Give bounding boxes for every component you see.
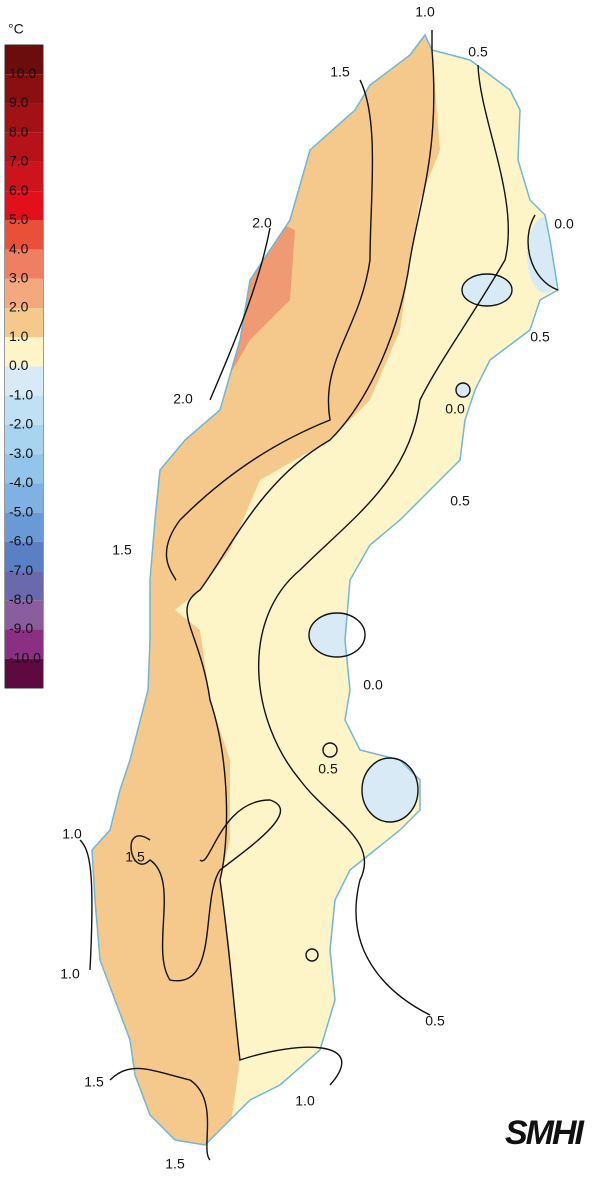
legend-swatch [5,191,43,221]
legend-label: -6.0 [9,533,33,549]
contour-label: 0.5 [425,1013,445,1029]
contour-label: 0.5 [318,761,338,777]
contour-label: 1.0 [295,1093,315,1109]
legend-swatch [5,74,43,104]
contour-label: 0.0 [445,401,465,417]
legend-swatch [5,161,43,192]
legend-label: 4.0 [9,240,29,256]
legend-label: -9.0 [9,620,33,636]
legend-label: 3.0 [9,270,29,286]
contour-label: 0.5 [530,329,550,345]
legend-label: -8.0 [9,591,33,607]
contour-label: 2.0 [173,391,193,407]
legend-swatch [5,337,43,367]
contour-label: 1.5 [165,1156,185,1172]
legend-label: 1.0 [9,328,29,344]
contour-label: 2.0 [252,215,272,231]
legend-unit: °C [8,21,24,37]
legend-swatch [5,512,43,542]
legend-label: -2.0 [9,416,33,432]
legend-label: 10.0 [9,65,36,81]
legend-label: -4.0 [9,474,33,490]
legend-label: -10.0 [9,649,41,665]
legend-swatch [5,454,43,484]
legend-swatch [5,600,43,630]
legend-swatch [5,571,43,601]
legend-swatch [5,541,43,572]
legend-label: 7.0 [9,153,29,169]
legend-swatch [5,132,43,162]
contour-label: 1.5 [84,1074,104,1090]
legend-swatch [5,249,43,279]
contour-label: 1.0 [62,826,82,842]
legend-swatch [5,658,43,688]
legend-swatch [5,395,43,425]
legend-label: -3.0 [9,445,33,461]
legend-label: -7.0 [9,562,33,578]
contour-label: 0.5 [468,44,488,60]
legend-swatch [5,103,43,133]
contour-label: 1.5 [330,64,350,80]
contour-label: 1.0 [60,966,80,982]
contour-label: 1.5 [112,542,132,558]
legend-label: 2.0 [9,299,29,315]
legend-swatch [5,424,43,455]
legend-label: -1.0 [9,386,33,402]
legend-swatch [5,220,43,250]
contour-label: 1.5 [125,849,145,865]
legend-swatch [5,366,43,396]
logo: SMHI [505,1114,586,1152]
legend-label: -5.0 [9,503,33,519]
legend-swatch [5,308,43,338]
legend-swatch [5,483,43,513]
legend-label: 6.0 [9,182,29,198]
legend-label: 0.0 [9,357,29,373]
legend-label: 5.0 [9,211,29,227]
legend-swatch [5,278,43,309]
contour-lines [79,30,559,1161]
legend-label: 9.0 [9,94,29,110]
legend-swatch [5,45,43,75]
contour-label: 0.0 [554,216,574,232]
contour-label: 0.5 [450,493,470,509]
legend-swatch [5,629,43,659]
contour-label: 1.0 [415,4,435,20]
legend-label: 8.0 [9,123,29,139]
contour-label: 0.0 [363,677,383,693]
